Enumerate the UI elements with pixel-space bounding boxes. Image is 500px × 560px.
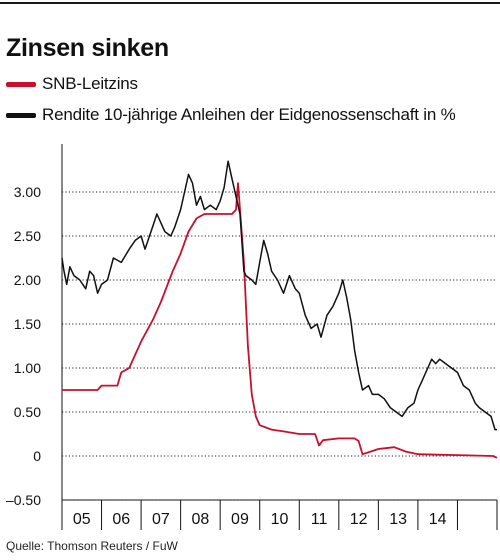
chart-frame: [61, 144, 498, 530]
x-tick-label: 13: [389, 511, 407, 528]
x-tick-label: 06: [112, 511, 130, 528]
x-tick-label: 12: [350, 511, 368, 528]
x-tick-label: 11: [311, 511, 328, 528]
y-tick-label: 3.00: [14, 184, 41, 200]
legend-item-bond-yield: Rendite 10-jährige Anleihen der Eidgenos…: [6, 104, 456, 126]
y-tick-label: –0.50: [6, 492, 41, 508]
legend-swatch-bond-yield: [6, 112, 36, 118]
source-note: Quelle: Thomson Reuters / FuW: [6, 539, 178, 553]
legend-label-bond-yield: Rendite 10-jährige Anleihen der Eidgenos…: [42, 105, 456, 124]
x-tick-label: 14: [429, 511, 447, 528]
legend-item-snb: SNB-Leitzins: [6, 73, 138, 95]
y-tick-label: 2.50: [14, 228, 41, 244]
series-line-snb: [62, 182, 498, 459]
y-tick-label: 1.00: [14, 360, 41, 376]
legend-swatch-snb: [6, 81, 36, 87]
x-tick-label: 10: [271, 511, 289, 528]
top-rule: [0, 2, 500, 4]
y-tick-label: 0.50: [14, 404, 41, 420]
series-line-bond-yield: [61, 160, 497, 431]
y-tick-label: 1.50: [14, 316, 41, 332]
series-lines: [61, 160, 498, 459]
y-tick-label: 0: [33, 448, 41, 464]
grid-lines: [62, 191, 497, 501]
x-tick-label: 08: [192, 511, 210, 528]
x-tick-label: 05: [73, 511, 91, 528]
x-tick-label: 07: [152, 511, 170, 528]
x-tick-labels: 05 06 07 08 09 10 11 12 13 14: [73, 511, 447, 528]
y-tick-label: 2.00: [14, 272, 41, 288]
chart-title: Zinsen sinken: [6, 34, 169, 62]
x-tick-label: 09: [231, 511, 249, 528]
y-tick-labels: 3.00 2.50 2.00 1.50 1.00 0.50 0 –0.50: [6, 184, 41, 508]
legend-label-snb: SNB-Leitzins: [42, 74, 138, 93]
